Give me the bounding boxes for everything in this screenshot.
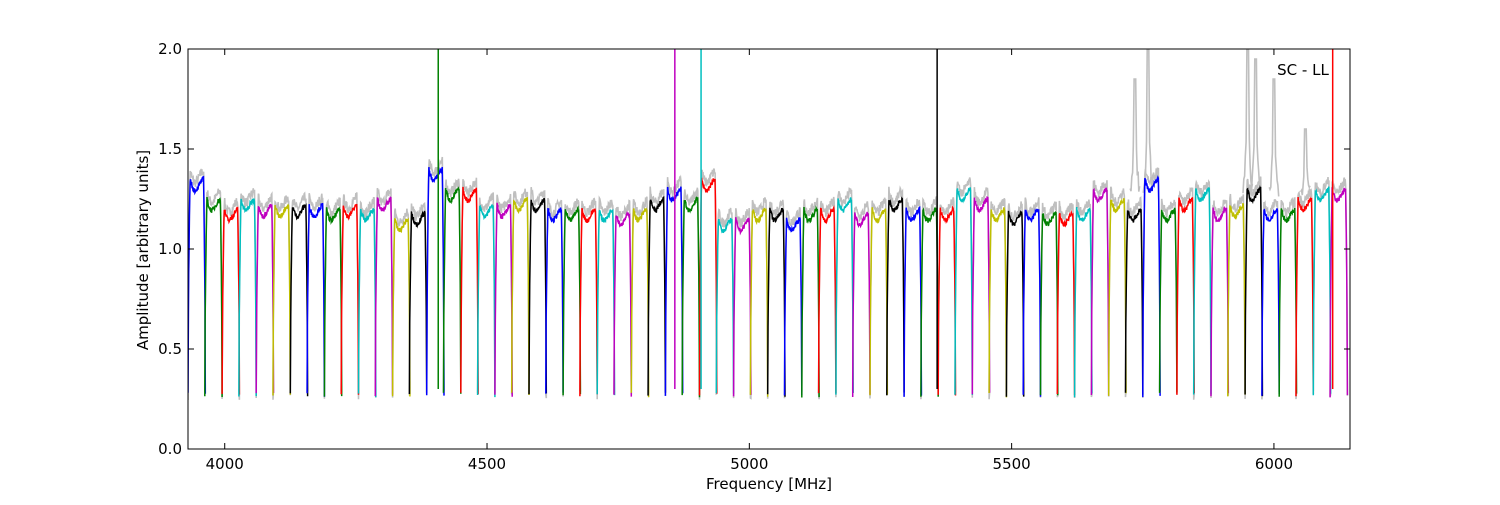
channel-trace: [920, 206, 939, 397]
channel-trace: [801, 205, 820, 398]
channel-trace: [1261, 208, 1280, 396]
channel-trace: [749, 207, 769, 397]
y-tick-label: 0.5: [158, 340, 182, 358]
x-axis-label: Frequency [MHz]: [706, 475, 832, 493]
x-tick-label: 4500: [468, 455, 506, 473]
channel-trace: [545, 207, 564, 394]
channel-trace: [476, 203, 496, 398]
channel-trace: [886, 196, 905, 396]
channel-trace: [1210, 205, 1230, 397]
channel-trace: [988, 207, 1008, 398]
channel-trace: [374, 196, 394, 397]
channel-trace: [272, 203, 292, 396]
reference-peak: [1242, 49, 1254, 194]
reference-peak: [1250, 58, 1262, 195]
chart-annotation: SC - LL: [1277, 61, 1329, 79]
channel-trace: [1090, 187, 1110, 396]
y-tick-label: 1.5: [158, 140, 182, 158]
channel-trace: [664, 186, 684, 396]
x-tick-label: 4000: [206, 455, 244, 473]
channel-trace: [1022, 208, 1042, 397]
channel-trace: [732, 217, 752, 397]
channel-trace: [238, 198, 257, 397]
x-tick-label: 5000: [730, 455, 768, 473]
channel-trace: [425, 166, 445, 396]
channel-trace: [221, 206, 241, 395]
channel-trace: [528, 197, 548, 395]
y-tick-label: 0.0: [158, 440, 182, 458]
channel-trace: [340, 203, 360, 395]
channel-trace: [613, 210, 633, 397]
channel-trace: [698, 177, 718, 396]
channel-trace: [494, 202, 513, 397]
channel-trace: [323, 206, 343, 397]
y-tick-label: 2.0: [158, 40, 182, 58]
channel-trace: [1192, 186, 1212, 395]
channel-trace: [255, 203, 275, 394]
channel-trace: [954, 187, 974, 395]
channel-trace: [357, 208, 377, 398]
reference-peak: [1300, 128, 1311, 196]
channel-trace: [937, 205, 957, 396]
channel-trace: [1278, 207, 1298, 397]
channel-trace: [1312, 186, 1332, 396]
channel-trace: [1073, 206, 1093, 398]
channel-trace: [903, 206, 923, 397]
channel-trace: [408, 210, 428, 395]
channel-trace: [1039, 211, 1059, 396]
y-tick-label: 1.0: [158, 240, 182, 258]
channel-trace: [971, 196, 991, 395]
y-axis-label: Amplitude [arbitrary units]: [134, 150, 152, 350]
channel-trace: [869, 207, 889, 396]
channel-trace: [562, 205, 582, 396]
channel-trace: [460, 186, 479, 395]
channel-trace: [391, 217, 411, 397]
channel-trace: [1124, 208, 1144, 395]
channel-trace: [1176, 197, 1195, 395]
channel-trace: [188, 175, 207, 394]
x-tick-label: 5500: [993, 455, 1031, 473]
channel-trace: [579, 207, 598, 397]
channel-trace: [851, 211, 871, 398]
channel-trace: [1107, 198, 1127, 396]
channel-trace: [1142, 175, 1161, 398]
reference-peak: [1129, 78, 1141, 192]
axes: 4000 4500 5000 5500 6000 0.0 0.5 1.0 1.5 2.0: [158, 40, 1351, 473]
channel-trace: [204, 196, 223, 398]
channel-trace: [596, 208, 616, 396]
plot-area: [188, 49, 1349, 401]
channel-trace: [306, 202, 326, 397]
reference-peak: [1268, 78, 1280, 197]
channel-trace: [630, 207, 650, 398]
channel-trace: [1244, 184, 1264, 397]
channel-trace: [681, 196, 701, 398]
channel-trace: [783, 217, 803, 396]
channel-trace: [766, 207, 786, 397]
channel-trace: [1056, 209, 1076, 396]
channel-trace: [1158, 207, 1178, 393]
channel-trace: [442, 186, 462, 394]
channel-trace: [510, 197, 530, 396]
channel-trace: [817, 205, 837, 394]
channel-trace: [1005, 209, 1025, 397]
channel-trace: [1227, 202, 1246, 397]
channel-trace: [647, 196, 667, 396]
x-tick-label: 6000: [1255, 455, 1293, 473]
channel-trace: [835, 197, 854, 395]
channel-trace: [1295, 196, 1315, 397]
channel-trace: [715, 217, 735, 394]
channel-trace: [289, 202, 309, 397]
